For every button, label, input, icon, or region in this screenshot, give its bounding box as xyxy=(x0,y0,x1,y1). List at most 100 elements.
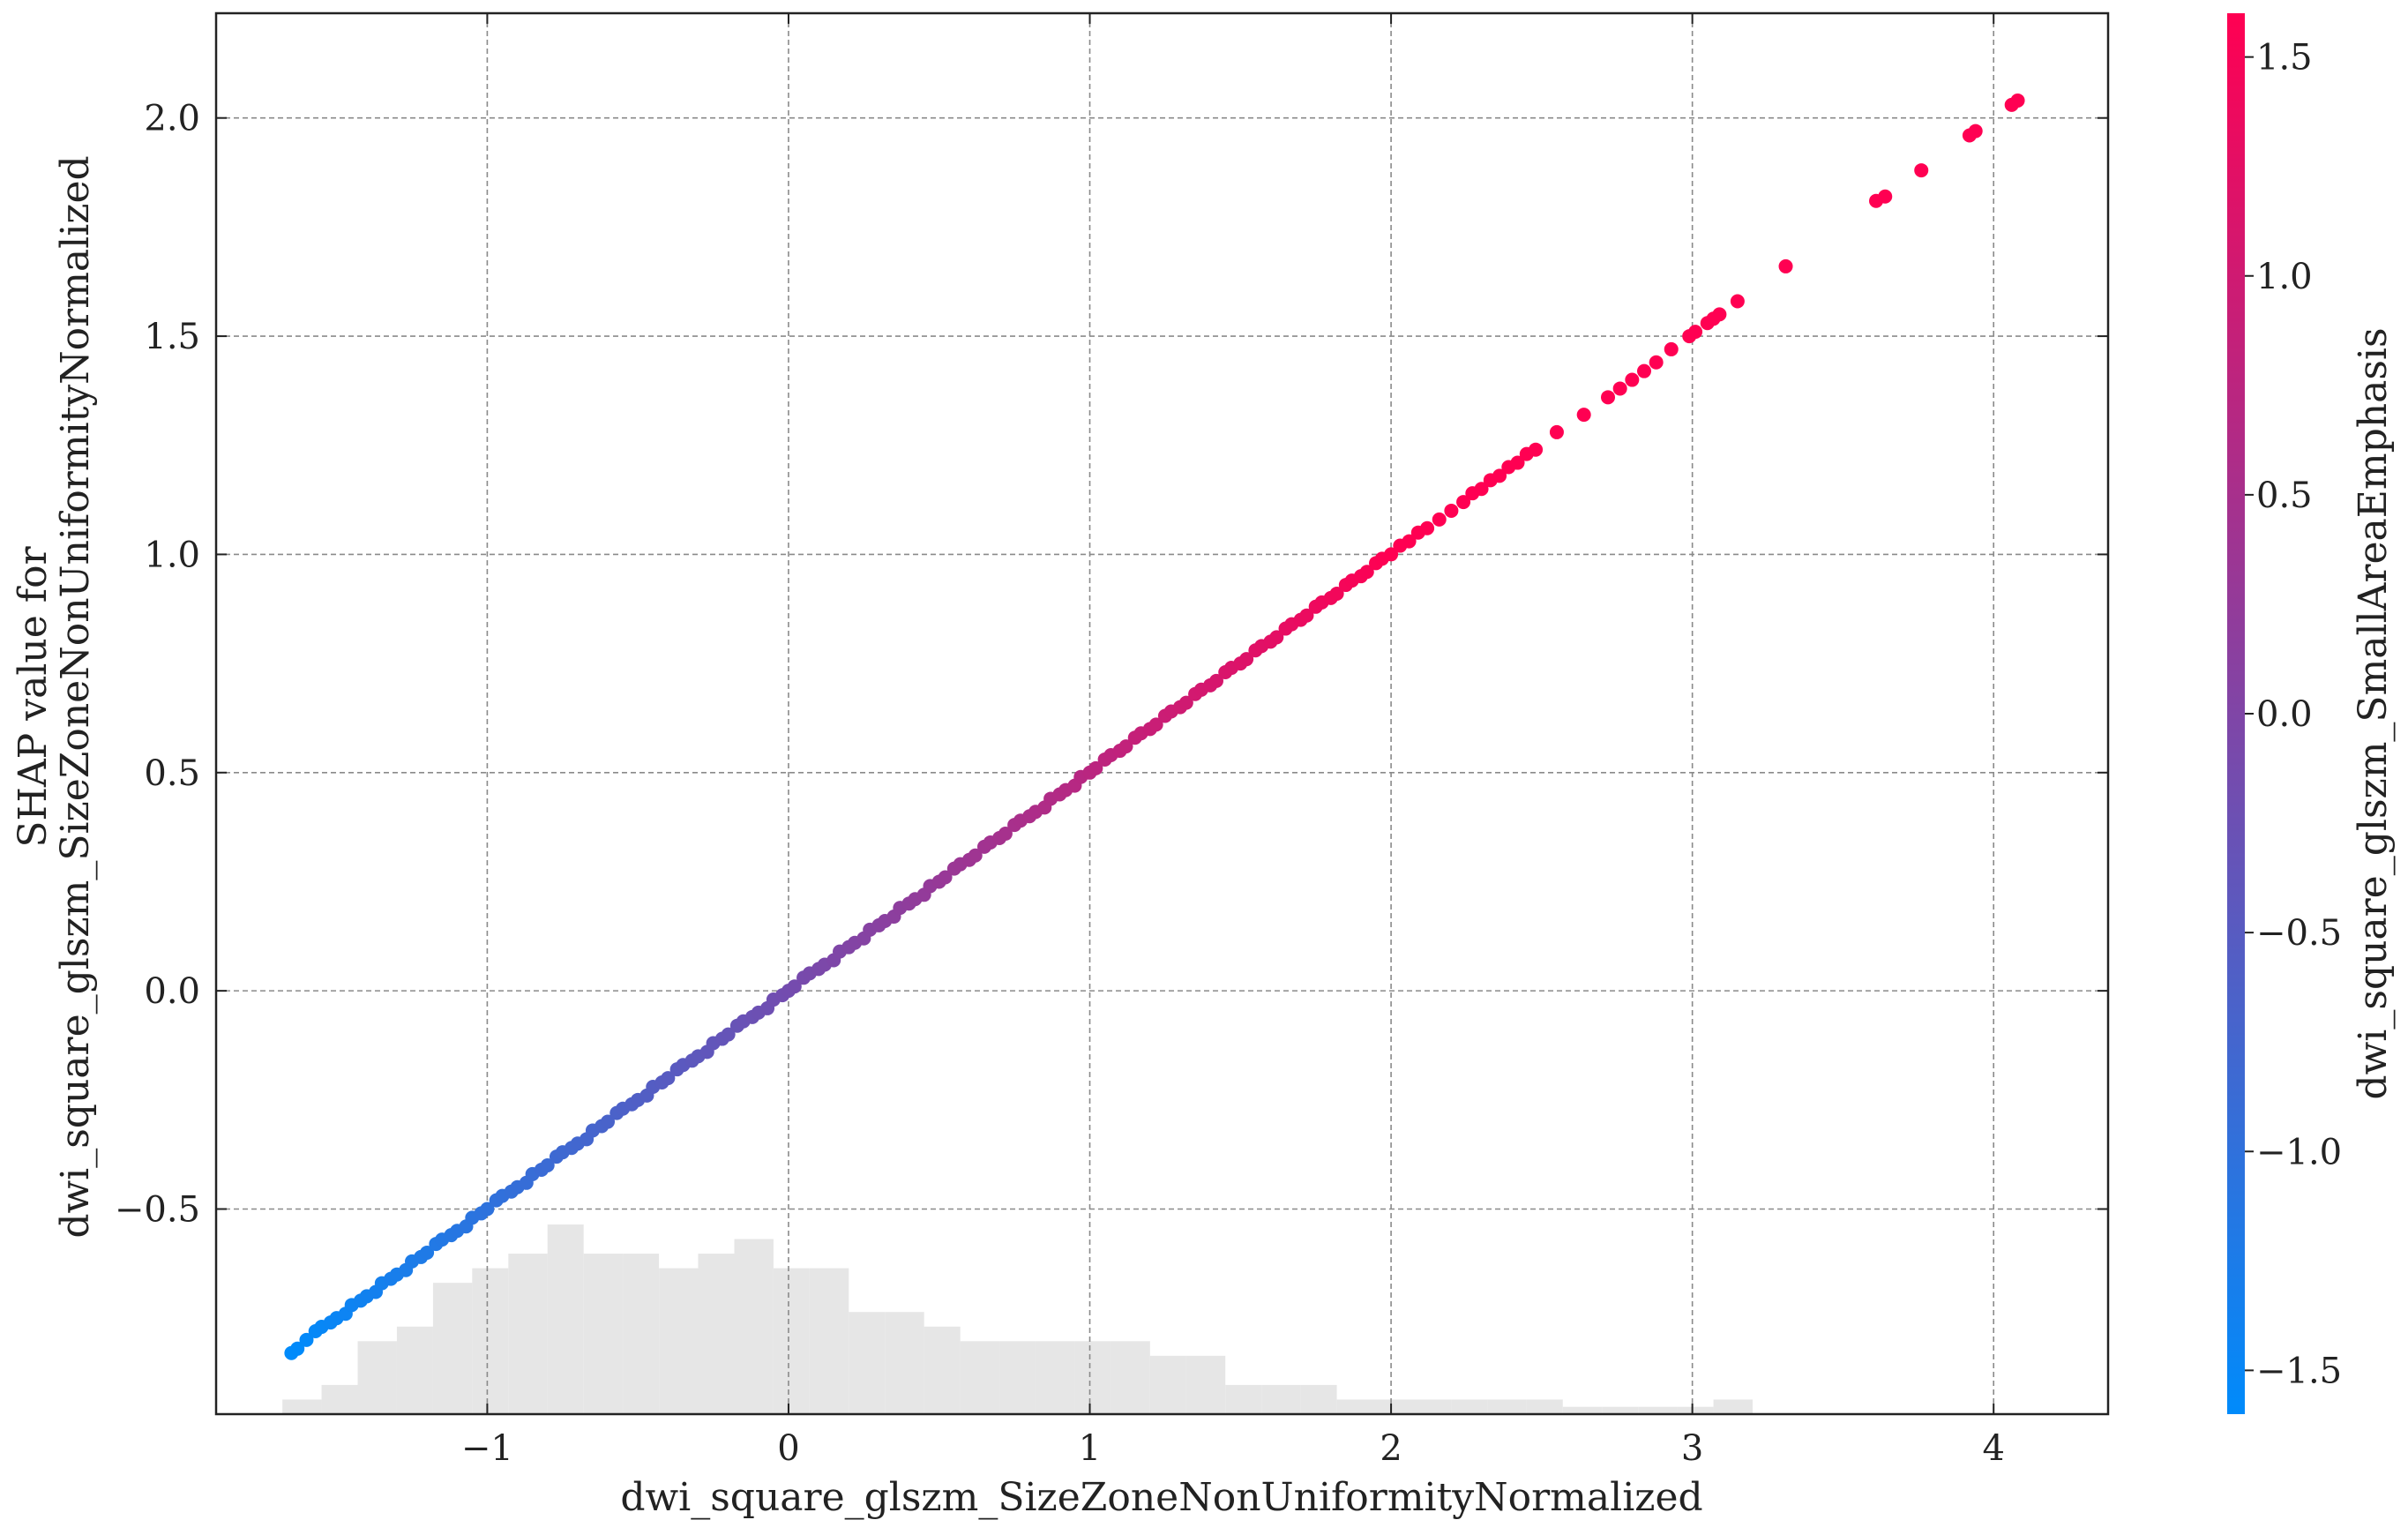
data-point xyxy=(601,1114,616,1129)
data-point xyxy=(1601,390,1616,405)
data-point xyxy=(787,979,802,994)
histogram-bar xyxy=(1713,1399,1753,1414)
histogram-bar xyxy=(1185,1355,1226,1414)
y-tick-label: −0.5 xyxy=(115,1189,200,1230)
data-point xyxy=(1148,717,1163,732)
histogram-bar xyxy=(472,1268,509,1414)
colorbar-tick-label: 0.0 xyxy=(2256,694,2313,735)
histogram-bar xyxy=(924,1326,961,1414)
data-point xyxy=(540,1158,555,1173)
x-tick-label: 1 xyxy=(1079,1428,1101,1469)
histogram-bar xyxy=(1451,1399,1488,1414)
data-point xyxy=(1474,482,1489,497)
histogram-bar xyxy=(1602,1406,1639,1414)
x-tick-label: −1 xyxy=(461,1428,513,1469)
data-point xyxy=(1529,442,1544,457)
histogram-bar xyxy=(960,1341,1000,1414)
data-point xyxy=(2010,93,2025,108)
histogram-bar xyxy=(698,1254,735,1414)
histogram-bar xyxy=(1487,1399,1527,1414)
histogram-bar xyxy=(432,1283,473,1414)
histogram-bar xyxy=(282,1399,322,1414)
histogram-bar xyxy=(1677,1406,1714,1414)
data-point xyxy=(420,1245,435,1260)
histogram-bar xyxy=(508,1254,548,1414)
data-point xyxy=(1444,503,1459,518)
y-axis-label-line-1: SHAP value for xyxy=(11,545,56,847)
y-tick-label: 2.0 xyxy=(144,99,200,139)
data-point xyxy=(1239,652,1254,667)
data-point xyxy=(1688,325,1703,340)
data-point xyxy=(1269,630,1284,645)
histogram-bar xyxy=(357,1341,397,1414)
colorbar: −1.5 −1.0 −0.5 0.0 0.5 1.0 1.5 dwi_square_glsz… xyxy=(2227,13,2396,1414)
histogram-bar xyxy=(583,1254,624,1414)
grid-lines xyxy=(216,13,2108,1414)
data-point xyxy=(1088,760,1103,775)
colorbar-ticks: −1.5 −1.0 −0.5 0.0 0.5 1.0 1.5 xyxy=(2245,38,2342,1391)
histogram-bar xyxy=(1111,1341,1150,1414)
data-point xyxy=(1649,355,1664,370)
histogram-bar xyxy=(1562,1406,1603,1414)
histogram-bar xyxy=(659,1268,699,1414)
colorbar-tick-label: −0.5 xyxy=(2256,913,2342,954)
data-point xyxy=(1576,408,1591,423)
y-axis-label-line-2: dwi_square_glszm_SizeZoneNonUniformityNo… xyxy=(53,155,98,1238)
data-point xyxy=(1178,695,1193,710)
histogram-bar xyxy=(1300,1384,1337,1414)
y-tick-label: 1.5 xyxy=(144,317,200,357)
data-point xyxy=(1968,124,1983,139)
histogram-bar xyxy=(623,1254,660,1414)
histogram-bar xyxy=(849,1312,886,1414)
data-point xyxy=(1612,381,1627,396)
y-tick-label: 0.5 xyxy=(144,753,200,794)
data-point xyxy=(1299,608,1314,623)
colorbar-tick-label: 1.0 xyxy=(2256,257,2313,297)
data-point xyxy=(1636,363,1651,378)
data-point xyxy=(1625,372,1640,387)
histogram-bar xyxy=(1411,1399,1452,1414)
y-tick-label: 1.0 xyxy=(144,535,200,575)
data-point xyxy=(1878,189,1893,204)
feature-histogram xyxy=(282,1224,1753,1414)
histogram-bar xyxy=(396,1326,433,1414)
colorbar-label: dwi_square_glszm_SmallAreaEmphasis xyxy=(2351,327,2396,1099)
histogram-bar xyxy=(1376,1399,1412,1414)
histogram-bar xyxy=(809,1268,849,1414)
histogram-bar xyxy=(1336,1399,1377,1414)
x-tick-label: 3 xyxy=(1681,1428,1703,1469)
histogram-bar xyxy=(1074,1341,1111,1414)
data-point xyxy=(1118,739,1133,754)
data-point xyxy=(1549,424,1564,439)
histogram-bar xyxy=(885,1312,924,1414)
x-tick-label: 2 xyxy=(1380,1428,1402,1469)
y-axis-ticks: −0.5 0.0 0.5 1.0 1.5 2.0 xyxy=(115,99,2108,1230)
data-point xyxy=(1456,495,1471,510)
x-axis-ticks: −1 0 1 2 3 4 xyxy=(461,13,2005,1469)
histogram-bar xyxy=(1526,1399,1563,1414)
x-tick-label: 0 xyxy=(777,1428,799,1469)
plot-frame xyxy=(214,11,2110,1416)
colorbar-tick-label: 0.5 xyxy=(2256,475,2313,516)
x-tick-label: 4 xyxy=(1982,1428,2004,1469)
histogram-bar xyxy=(1638,1406,1678,1414)
histogram-bar xyxy=(321,1384,358,1414)
data-point xyxy=(290,1341,305,1356)
x-axis-label: dwi_square_glszm_SizeZoneNonUniformityNo… xyxy=(620,1475,1702,1520)
histogram-bar xyxy=(773,1268,810,1414)
histogram-bar xyxy=(1225,1384,1262,1414)
scatter-points xyxy=(284,93,2025,1360)
histogram-bar xyxy=(734,1239,774,1414)
data-point xyxy=(661,1071,676,1086)
data-point xyxy=(1420,520,1435,535)
data-point xyxy=(1492,468,1507,483)
data-point xyxy=(1359,565,1374,580)
data-point xyxy=(1712,307,1727,322)
data-point xyxy=(938,870,953,885)
data-point xyxy=(721,1027,736,1042)
data-point xyxy=(1402,534,1417,549)
data-point xyxy=(1432,512,1447,527)
histogram-bar xyxy=(547,1224,584,1414)
data-point xyxy=(1730,294,1745,309)
